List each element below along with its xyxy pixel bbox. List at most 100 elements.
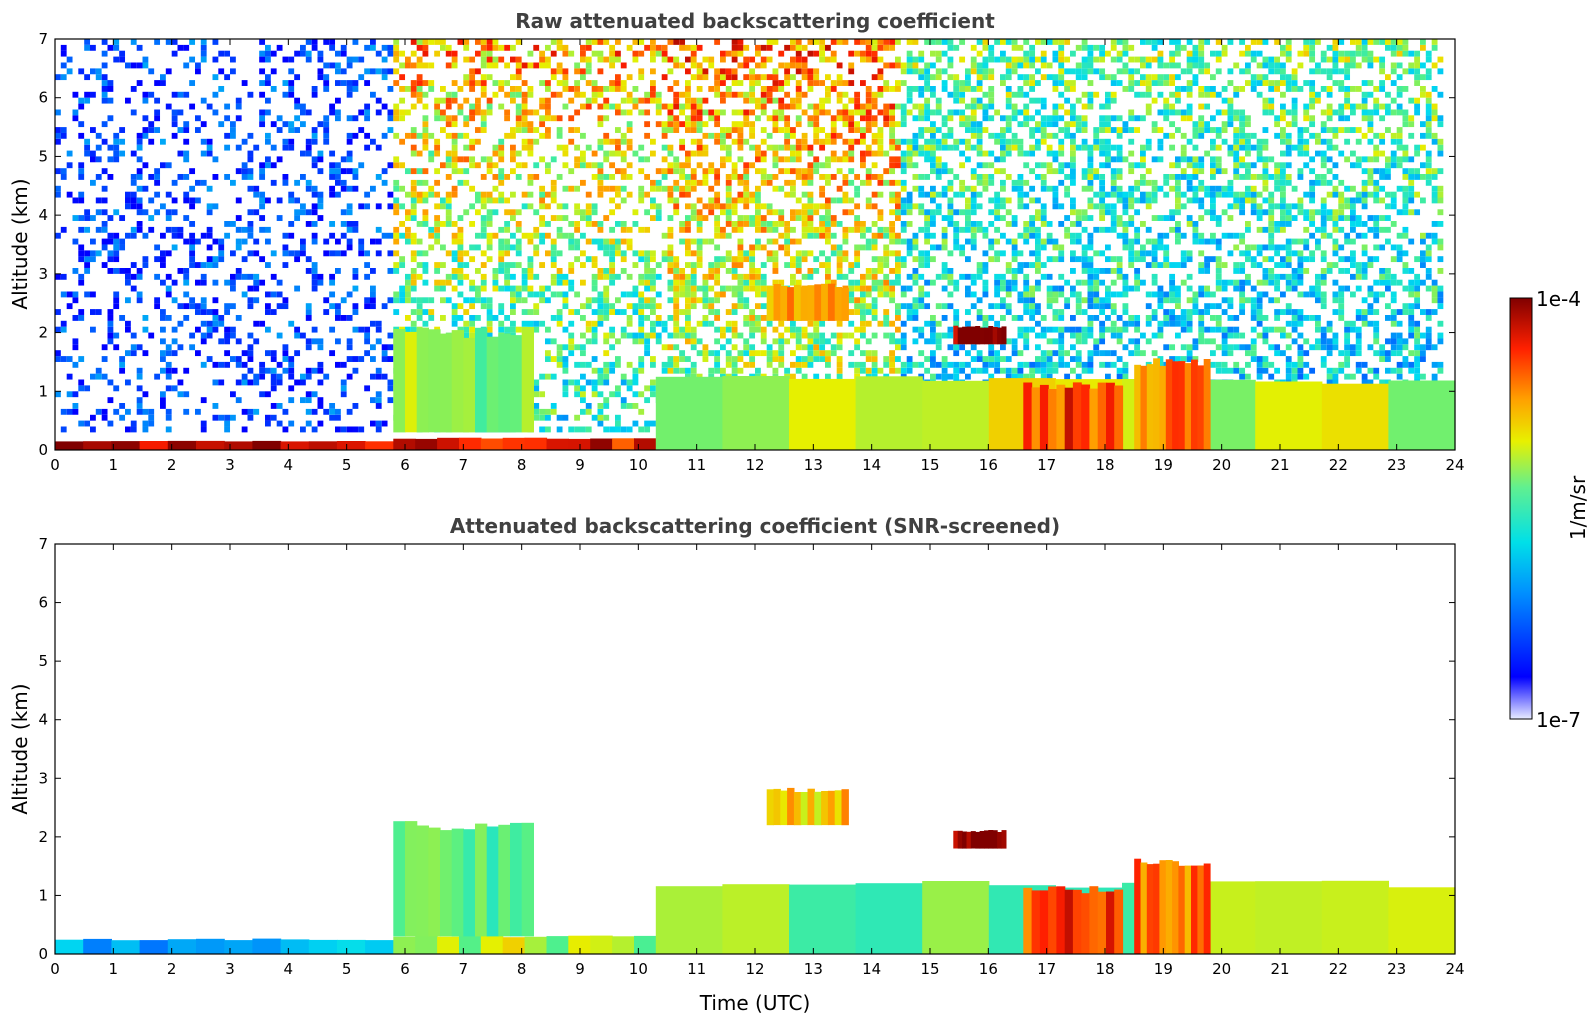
noise-cell bbox=[1058, 162, 1065, 169]
noise-cell bbox=[1035, 320, 1041, 327]
noise-cell bbox=[580, 68, 586, 75]
noise-cell bbox=[755, 285, 761, 292]
noise-cell bbox=[585, 191, 592, 198]
noise-cell bbox=[650, 179, 656, 186]
noise-cell bbox=[480, 232, 487, 239]
noise-cell bbox=[1017, 250, 1024, 257]
noise-cell bbox=[171, 350, 178, 357]
noise-cell bbox=[78, 174, 85, 180]
noise-cell bbox=[655, 262, 662, 268]
noise-cell bbox=[895, 338, 901, 345]
noise-cell bbox=[690, 285, 697, 292]
noise-cell bbox=[381, 350, 388, 357]
noise-cell bbox=[947, 179, 954, 186]
noise-cell bbox=[597, 320, 604, 327]
noise-cell bbox=[259, 256, 266, 263]
noise-cell bbox=[778, 103, 785, 110]
noise-cell bbox=[78, 162, 85, 169]
noise-cell bbox=[282, 356, 289, 362]
noise-cell bbox=[982, 285, 989, 292]
noise-cell bbox=[836, 250, 843, 257]
noise-cell bbox=[673, 103, 680, 110]
noise-cell bbox=[620, 291, 627, 298]
noise-cell bbox=[340, 426, 347, 433]
noise-cell bbox=[265, 44, 271, 51]
noise-cell bbox=[737, 44, 744, 51]
noise-cell bbox=[568, 115, 575, 122]
noise-cell bbox=[673, 80, 680, 86]
noise-cell bbox=[906, 162, 913, 169]
noise-cell bbox=[288, 144, 295, 151]
noise-cell bbox=[562, 279, 569, 286]
noise-cell bbox=[842, 80, 849, 86]
noise-cell bbox=[976, 62, 983, 69]
noise-cell bbox=[784, 191, 791, 198]
noise-cell bbox=[154, 115, 161, 122]
noise-cell bbox=[731, 332, 738, 339]
noise-cell bbox=[790, 262, 796, 268]
noise-cell bbox=[410, 203, 417, 210]
noise-cell bbox=[801, 215, 808, 221]
noise-cell bbox=[1058, 203, 1065, 210]
noise-cell bbox=[877, 262, 884, 268]
noise-cell bbox=[755, 144, 761, 151]
noise-cell bbox=[300, 244, 306, 251]
noise-cell bbox=[679, 279, 686, 286]
noise-cell bbox=[906, 221, 913, 227]
noise-cell bbox=[78, 279, 85, 286]
noise-cell bbox=[1046, 326, 1053, 333]
noise-cell bbox=[965, 127, 971, 133]
noise-cell bbox=[644, 273, 651, 280]
noise-cell bbox=[480, 39, 487, 45]
noise-cell bbox=[626, 91, 633, 98]
noise-cell bbox=[475, 80, 481, 86]
noise-cell bbox=[1005, 121, 1012, 128]
noise-cell bbox=[714, 121, 721, 128]
noise-cell bbox=[469, 285, 476, 292]
noise-cell bbox=[177, 303, 184, 310]
noise-cell bbox=[731, 268, 738, 274]
noise-cell bbox=[107, 379, 114, 386]
noise-cell bbox=[597, 367, 604, 374]
noise-cell bbox=[655, 44, 662, 51]
noise-cell bbox=[1011, 144, 1018, 151]
noise-cell bbox=[247, 174, 254, 180]
noise-cell bbox=[434, 232, 441, 239]
noise-cell bbox=[871, 115, 878, 122]
noise-cell bbox=[533, 391, 540, 398]
noise-cell bbox=[1040, 179, 1047, 186]
noise-cell bbox=[1029, 226, 1036, 233]
noise-cell bbox=[807, 150, 814, 157]
noise-cell bbox=[218, 315, 225, 321]
noise-cell bbox=[101, 80, 108, 86]
noise-cell bbox=[667, 109, 674, 116]
noise-cell bbox=[533, 403, 540, 409]
noise-cell bbox=[101, 226, 108, 233]
noise-cell bbox=[84, 256, 91, 263]
noise-cell bbox=[790, 191, 796, 198]
noise-cell bbox=[603, 238, 610, 245]
noise-cell bbox=[282, 179, 289, 186]
noise-cell bbox=[988, 132, 995, 139]
noise-cell bbox=[690, 291, 697, 298]
noise-cell bbox=[335, 168, 341, 175]
noise-cell bbox=[428, 156, 435, 163]
noise-cell bbox=[1046, 221, 1053, 227]
noise-cell bbox=[539, 203, 546, 210]
noise-cell bbox=[1023, 291, 1030, 298]
noise-cell bbox=[585, 338, 592, 345]
noise-cell bbox=[259, 162, 266, 169]
noise-cell bbox=[585, 361, 592, 368]
noise-cell bbox=[195, 326, 201, 333]
noise-cell bbox=[807, 115, 814, 122]
noise-cell bbox=[801, 91, 808, 98]
noise-cell bbox=[749, 68, 756, 75]
noise-cell bbox=[55, 109, 61, 116]
noise-cell bbox=[778, 144, 785, 151]
noise-cell bbox=[842, 332, 849, 339]
noise-cell bbox=[230, 356, 236, 362]
noise-cell bbox=[189, 197, 196, 204]
noise-cell bbox=[737, 80, 744, 86]
noise-cell bbox=[329, 303, 336, 310]
noise-cell bbox=[842, 174, 849, 180]
